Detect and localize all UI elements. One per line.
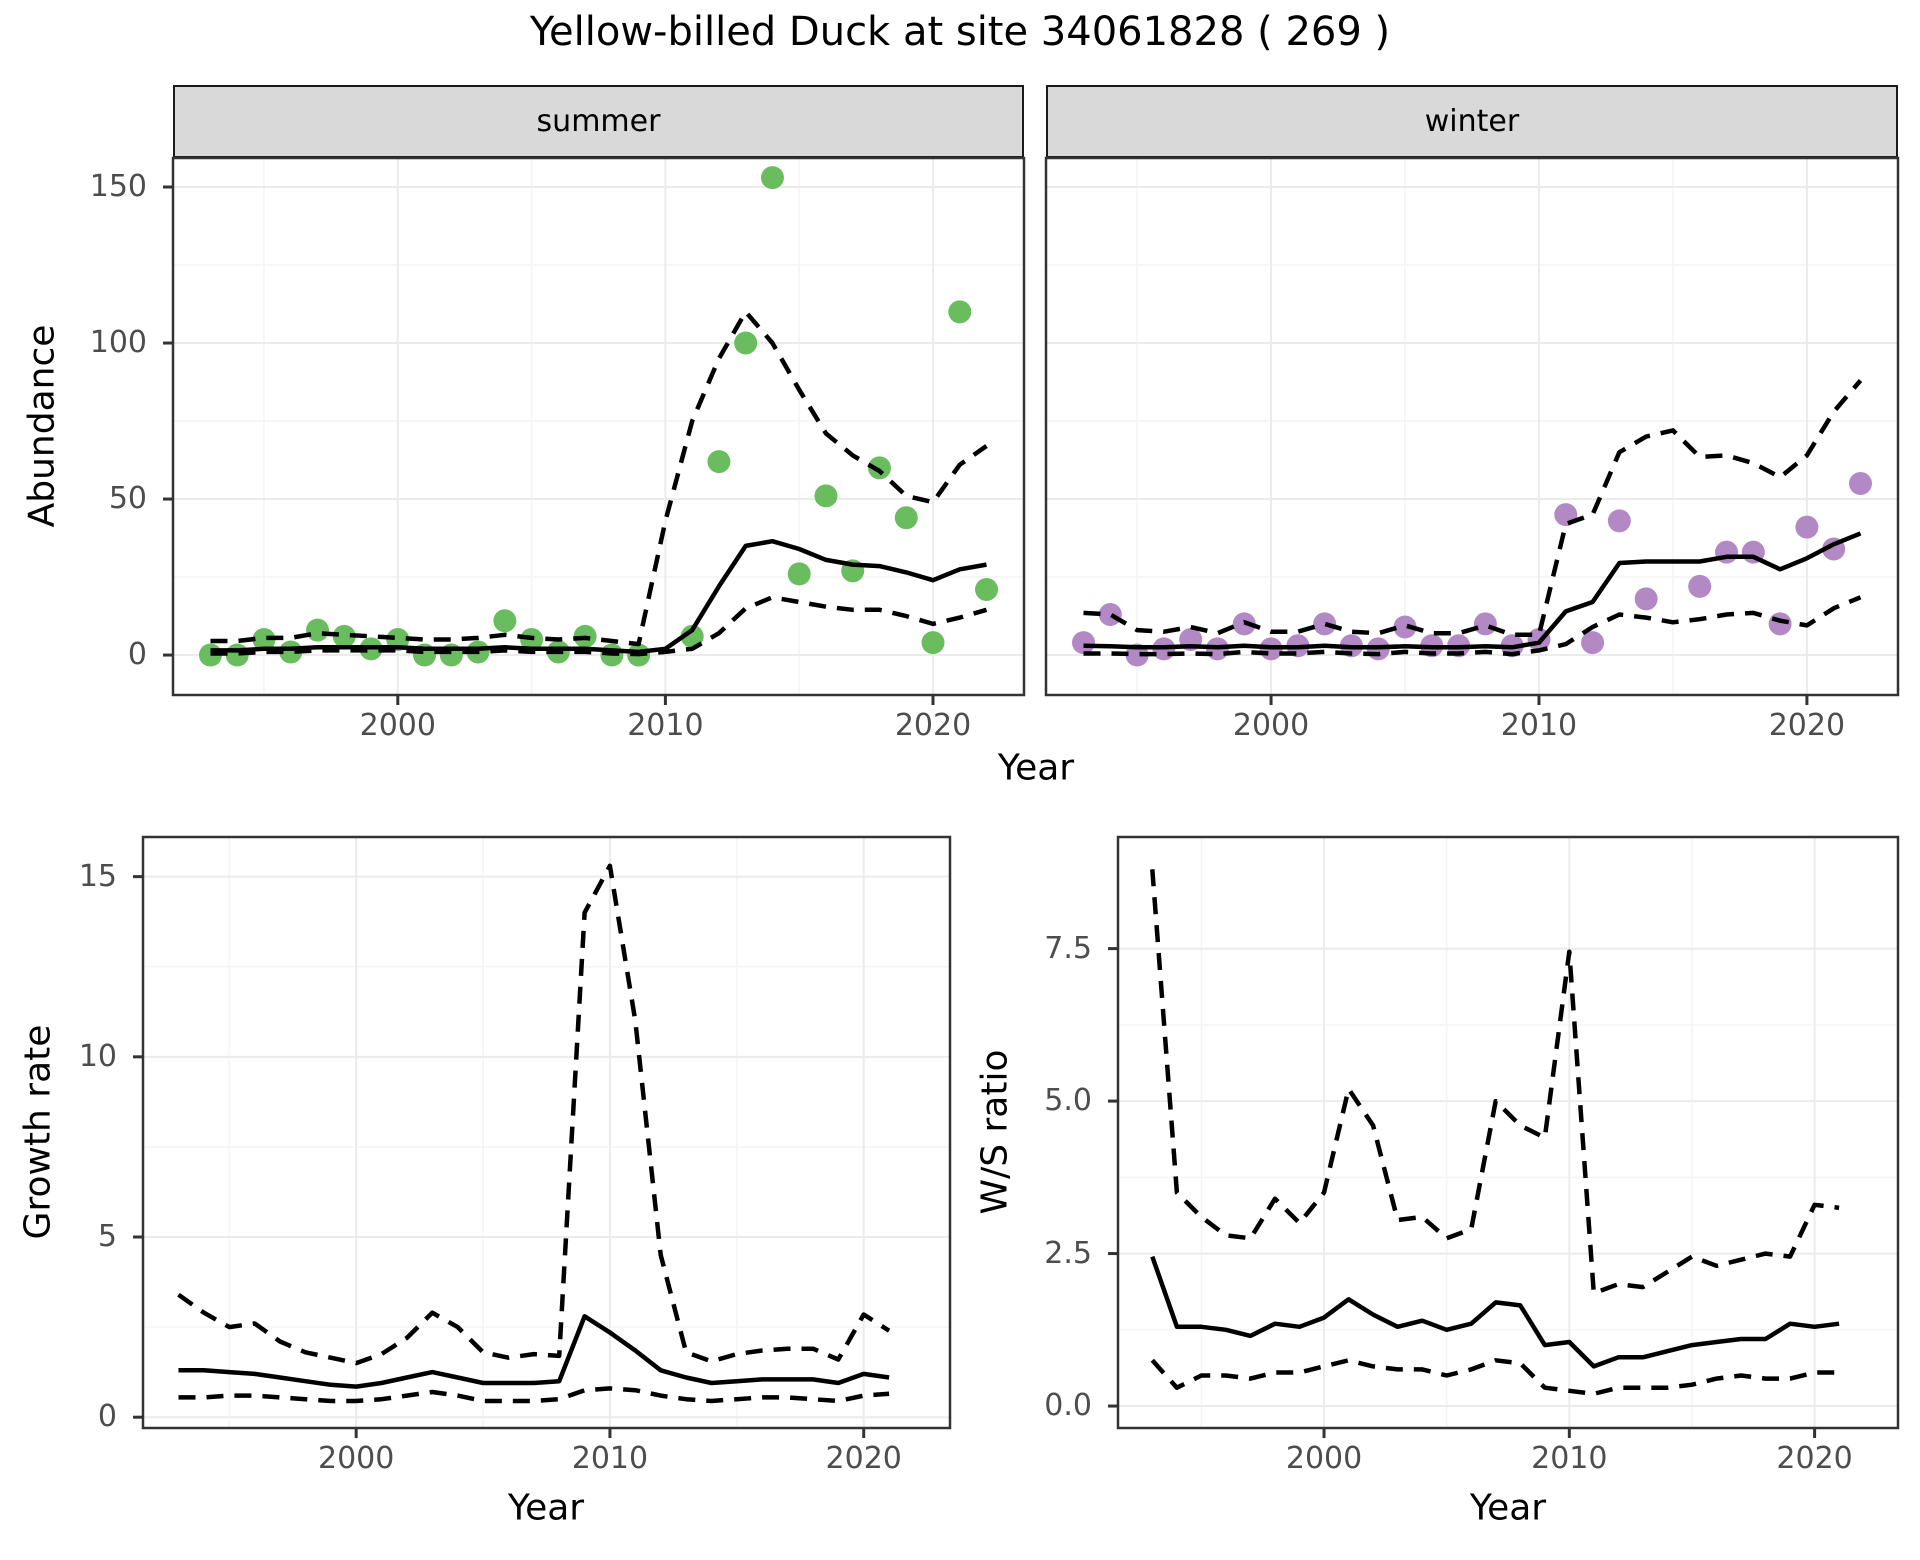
x-tick-label: 2010 <box>1531 1444 1607 1474</box>
panel-border <box>143 837 950 1428</box>
upper-ci-line <box>179 866 890 1363</box>
x-tick-label: 2000 <box>1233 711 1309 741</box>
gridlines <box>1046 158 1898 695</box>
x-axis-title-year-top: Year <box>998 748 1074 789</box>
axis-tick-marks <box>1108 949 1815 1438</box>
y-tick-label: 50 <box>55 484 147 514</box>
x-tick-label: 2000 <box>318 1444 394 1474</box>
panel-border <box>1118 837 1898 1428</box>
x-tick-label: 2010 <box>627 711 703 741</box>
data-points <box>1072 472 1872 667</box>
panel-summer-abundance <box>173 158 1024 695</box>
upper-ci-line <box>1084 381 1861 635</box>
y-tick-label: 2.5 <box>1000 1239 1092 1269</box>
panel-growth-svg <box>143 837 950 1428</box>
upper-ci-line <box>211 312 987 644</box>
y-tick-label: 10 <box>25 1042 117 1072</box>
x-axis-title-year-ws: Year <box>1470 1488 1546 1529</box>
panel-summer-svg <box>173 158 1024 695</box>
fitted-mean-line <box>1152 1257 1839 1367</box>
axis-tick-marks <box>1271 696 1807 705</box>
facet-strip-summer: summer <box>173 85 1024 158</box>
panel-winter-abundance <box>1046 158 1898 695</box>
y-tick-label: 5.0 <box>1000 1086 1092 1116</box>
x-tick-label: 2000 <box>1286 1444 1362 1474</box>
lower-ci-line <box>1152 1360 1839 1394</box>
x-tick-label: 2000 <box>360 711 436 741</box>
y-tick-label: 5 <box>25 1222 117 1252</box>
y-tick-label: 0.0 <box>1000 1391 1092 1421</box>
upper-ci-line <box>1152 869 1839 1293</box>
x-tick-label: 2020 <box>1769 711 1845 741</box>
y-tick-label: 150 <box>55 172 147 202</box>
data-points <box>199 166 998 666</box>
x-tick-label: 2020 <box>895 711 971 741</box>
y-tick-label: 15 <box>25 862 117 892</box>
figure: Yellow-billed Duck at site 34061828 ( 26… <box>0 0 1920 1560</box>
gridlines <box>1118 837 1898 1428</box>
y-axis-title-ws-ratio: W/S ratio <box>975 1049 1016 1214</box>
x-tick-label: 2010 <box>572 1444 648 1474</box>
panel-ws-ratio <box>1118 837 1898 1428</box>
lower-ci-line <box>179 1388 890 1401</box>
facet-strip-winter: winter <box>1046 85 1898 158</box>
panel-winter-svg <box>1046 158 1898 695</box>
facet-strip-summer-label: summer <box>537 104 661 139</box>
y-tick-label: 100 <box>55 328 147 358</box>
panel-border <box>1046 158 1898 695</box>
y-tick-label: 0 <box>25 1402 117 1432</box>
facet-strip-winter-label: winter <box>1425 104 1519 139</box>
y-tick-label: 0 <box>55 640 147 670</box>
x-tick-label: 2020 <box>826 1444 902 1474</box>
panel-growth-rate <box>143 837 950 1428</box>
x-axis-title-year-growth: Year <box>508 1488 584 1529</box>
x-tick-label: 2020 <box>1776 1444 1852 1474</box>
y-tick-label: 7.5 <box>1000 934 1092 964</box>
x-tick-label: 2010 <box>1501 711 1577 741</box>
gridlines <box>143 837 950 1428</box>
panel-ws-svg <box>1118 837 1898 1428</box>
chart-title: Yellow-billed Duck at site 34061828 ( 26… <box>530 9 1390 55</box>
